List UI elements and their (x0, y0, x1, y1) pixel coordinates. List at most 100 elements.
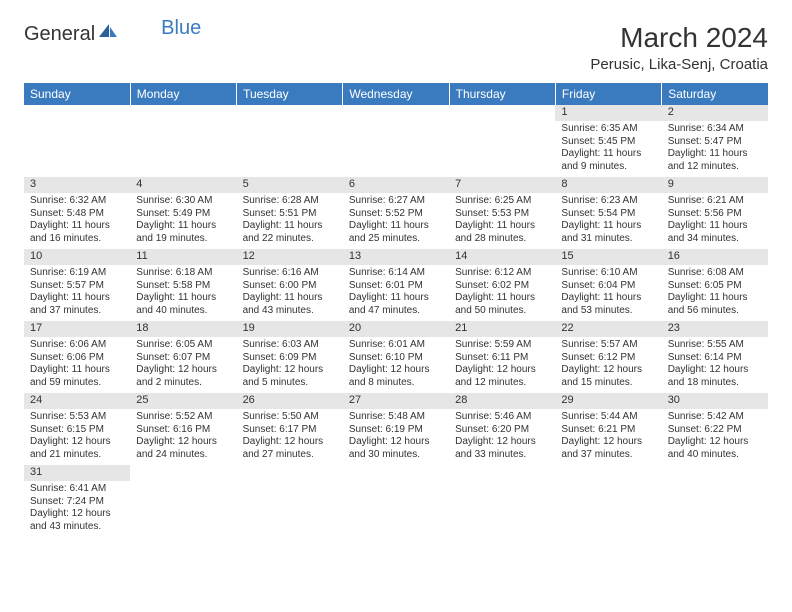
sunset-text: Sunset: 5:54 PM (561, 208, 655, 221)
day-info-cell: Sunrise: 6:28 AMSunset: 5:51 PMDaylight:… (237, 193, 343, 249)
sunrise-text: Sunrise: 6:08 AM (668, 267, 762, 280)
day-number-cell: 19 (237, 321, 343, 337)
day-number-cell (662, 465, 768, 481)
day-number-cell (449, 465, 555, 481)
sunrise-text: Sunrise: 6:35 AM (561, 123, 655, 136)
day-number-cell: 21 (449, 321, 555, 337)
sail-icon (97, 22, 119, 46)
day-number-cell: 3 (24, 177, 130, 193)
day-number-row: 31 (24, 465, 768, 481)
day-number-cell: 12 (237, 249, 343, 265)
sunset-text: Sunset: 6:14 PM (668, 352, 762, 365)
sunrise-text: Sunrise: 5:48 AM (349, 411, 443, 424)
calendar-page: General Blue March 2024 Perusic, Lika-Se… (0, 0, 792, 559)
daylight-text: Daylight: 11 hours and 59 minutes. (30, 364, 124, 389)
day-number-cell: 6 (343, 177, 449, 193)
day-number-cell (555, 465, 661, 481)
daylight-text: Daylight: 12 hours and 2 minutes. (136, 364, 230, 389)
logo-text-blue: Blue (161, 17, 201, 40)
day-info-cell: Sunrise: 5:50 AMSunset: 6:17 PMDaylight:… (237, 409, 343, 465)
month-title: March 2024 (590, 22, 768, 54)
sunset-text: Sunset: 6:15 PM (30, 424, 124, 437)
day-info-cell: Sunrise: 5:53 AMSunset: 6:15 PMDaylight:… (24, 409, 130, 465)
sunrise-text: Sunrise: 6:25 AM (455, 195, 549, 208)
day-number-row: 12 (24, 105, 768, 121)
sunrise-text: Sunrise: 5:46 AM (455, 411, 549, 424)
sunrise-text: Sunrise: 6:16 AM (243, 267, 337, 280)
day-number-cell (237, 465, 343, 481)
weekday-header: Monday (130, 83, 236, 105)
logo: General Blue (24, 22, 201, 46)
header: General Blue March 2024 Perusic, Lika-Se… (24, 22, 768, 73)
daylight-text: Daylight: 11 hours and 40 minutes. (136, 292, 230, 317)
sunset-text: Sunset: 5:49 PM (136, 208, 230, 221)
day-info-cell: Sunrise: 5:46 AMSunset: 6:20 PMDaylight:… (449, 409, 555, 465)
daylight-text: Daylight: 12 hours and 30 minutes. (349, 436, 443, 461)
daylight-text: Daylight: 12 hours and 27 minutes. (243, 436, 337, 461)
sunset-text: Sunset: 7:24 PM (30, 496, 124, 509)
weekday-header: Friday (555, 83, 661, 105)
sunrise-text: Sunrise: 6:21 AM (668, 195, 762, 208)
day-number-cell: 17 (24, 321, 130, 337)
logo-text-general: General (24, 23, 95, 46)
day-number-cell: 1 (555, 105, 661, 121)
daylight-text: Daylight: 12 hours and 15 minutes. (561, 364, 655, 389)
sunset-text: Sunset: 6:17 PM (243, 424, 337, 437)
daylight-text: Daylight: 12 hours and 40 minutes. (668, 436, 762, 461)
sunrise-text: Sunrise: 6:23 AM (561, 195, 655, 208)
sunset-text: Sunset: 5:45 PM (561, 136, 655, 149)
sunrise-text: Sunrise: 6:32 AM (30, 195, 124, 208)
day-number-cell: 26 (237, 393, 343, 409)
sunset-text: Sunset: 6:05 PM (668, 280, 762, 293)
day-number-cell: 28 (449, 393, 555, 409)
day-number-cell: 23 (662, 321, 768, 337)
sunrise-text: Sunrise: 6:12 AM (455, 267, 549, 280)
day-info-cell: Sunrise: 6:12 AMSunset: 6:02 PMDaylight:… (449, 265, 555, 321)
sunset-text: Sunset: 6:20 PM (455, 424, 549, 437)
day-info-cell: Sunrise: 6:08 AMSunset: 6:05 PMDaylight:… (662, 265, 768, 321)
day-info-cell (343, 481, 449, 537)
sunset-text: Sunset: 6:09 PM (243, 352, 337, 365)
day-number-cell: 24 (24, 393, 130, 409)
sunset-text: Sunset: 6:10 PM (349, 352, 443, 365)
day-info-cell: Sunrise: 5:55 AMSunset: 6:14 PMDaylight:… (662, 337, 768, 393)
sunrise-text: Sunrise: 5:50 AM (243, 411, 337, 424)
title-block: March 2024 Perusic, Lika-Senj, Croatia (590, 22, 768, 73)
day-number-cell: 14 (449, 249, 555, 265)
day-info-cell: Sunrise: 6:41 AMSunset: 7:24 PMDaylight:… (24, 481, 130, 537)
daylight-text: Daylight: 11 hours and 47 minutes. (349, 292, 443, 317)
sunrise-text: Sunrise: 6:18 AM (136, 267, 230, 280)
sunset-text: Sunset: 5:53 PM (455, 208, 549, 221)
sunrise-text: Sunrise: 5:52 AM (136, 411, 230, 424)
daylight-text: Daylight: 12 hours and 5 minutes. (243, 364, 337, 389)
sunset-text: Sunset: 6:12 PM (561, 352, 655, 365)
day-number-cell (449, 105, 555, 121)
day-info-row: Sunrise: 6:35 AMSunset: 5:45 PM Daylight:… (24, 121, 768, 177)
sunset-text: Sunset: 5:47 PM (668, 136, 762, 149)
day-number-cell (237, 105, 343, 121)
day-info-row: Sunrise: 6:19 AMSunset: 5:57 PMDaylight:… (24, 265, 768, 321)
sunrise-text: Sunrise: 6:41 AM (30, 483, 124, 496)
sunset-text: Sunset: 6:06 PM (30, 352, 124, 365)
day-number-cell: 15 (555, 249, 661, 265)
day-number-cell: 16 (662, 249, 768, 265)
daylight-text: Daylight: 12 hours and 33 minutes. (455, 436, 549, 461)
sunset-text: Sunset: 6:11 PM (455, 352, 549, 365)
day-info-cell (237, 121, 343, 177)
daylight-text: Daylight: 11 hours and 37 minutes. (30, 292, 124, 317)
sunset-text: Sunset: 6:21 PM (561, 424, 655, 437)
daylight-text: Daylight: 11 hours and 31 minutes. (561, 220, 655, 245)
daylight-text: Daylight: 12 hours and 37 minutes. (561, 436, 655, 461)
day-info-cell: Sunrise: 6:34 AMSunset: 5:47 PMDaylight:… (662, 121, 768, 177)
sunrise-text: Sunrise: 6:14 AM (349, 267, 443, 280)
day-info-cell: Sunrise: 6:05 AMSunset: 6:07 PMDaylight:… (130, 337, 236, 393)
day-info-cell (449, 121, 555, 177)
day-info-cell: Sunrise: 5:44 AMSunset: 6:21 PMDaylight:… (555, 409, 661, 465)
day-number-cell: 30 (662, 393, 768, 409)
daylight-text: Daylight: 11 hours and 12 minutes. (668, 148, 762, 173)
day-info-cell: Sunrise: 6:18 AMSunset: 5:58 PMDaylight:… (130, 265, 236, 321)
day-number-cell: 9 (662, 177, 768, 193)
sunrise-text: Sunrise: 6:30 AM (136, 195, 230, 208)
day-number-cell: 31 (24, 465, 130, 481)
sunset-text: Sunset: 6:02 PM (455, 280, 549, 293)
